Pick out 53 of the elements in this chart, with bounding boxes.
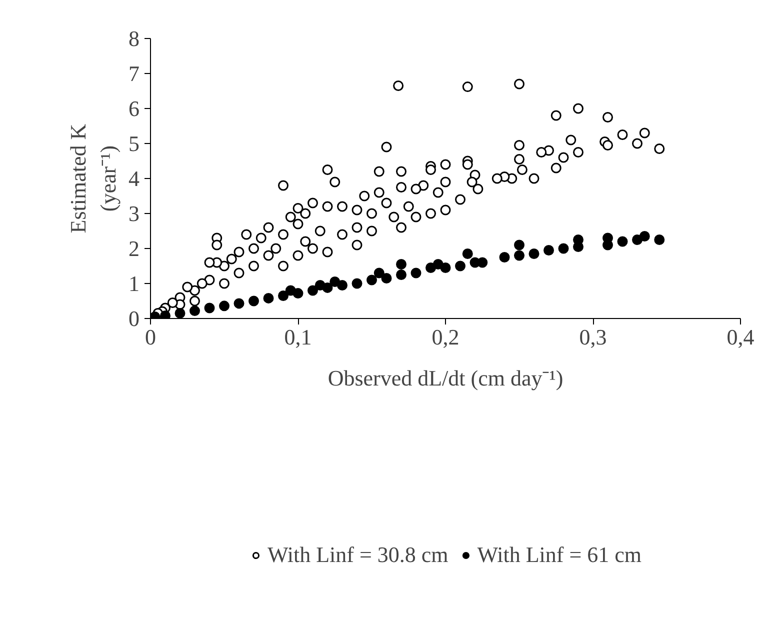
point — [514, 240, 524, 250]
point — [617, 236, 628, 247]
x-axis-title: Observed dL/dt (cm day⁻¹) — [328, 366, 564, 390]
point — [278, 290, 288, 301]
point — [263, 292, 274, 304]
point — [174, 308, 186, 318]
x-tick-label: 0,3 — [579, 324, 607, 350]
point — [440, 262, 451, 273]
point — [337, 280, 348, 290]
point — [544, 245, 554, 256]
y-tick-label: 4 — [128, 166, 140, 191]
point — [248, 296, 259, 306]
x-tick-label: 0,1 — [284, 324, 312, 350]
legend-label: With Linf = 30.8 cm — [267, 542, 448, 568]
point — [352, 278, 362, 289]
x-tick-label: 0 — [145, 324, 156, 350]
y-tick-label: 3 — [128, 201, 140, 226]
point — [514, 250, 524, 261]
point — [292, 288, 304, 299]
point — [396, 259, 406, 270]
point — [654, 234, 665, 245]
point — [190, 306, 200, 316]
point — [528, 248, 540, 259]
point — [639, 231, 650, 242]
point — [204, 302, 215, 314]
point — [396, 270, 406, 280]
point — [322, 282, 333, 293]
point — [632, 234, 642, 245]
point — [234, 298, 244, 309]
point — [308, 285, 318, 296]
point — [219, 300, 230, 312]
point — [573, 234, 584, 245]
point — [366, 274, 377, 286]
y-tick-label: 5 — [128, 131, 140, 156]
legend-label: With Linf = 61 cm — [477, 542, 642, 568]
x-tick-label: 0,2 — [432, 324, 460, 350]
point — [381, 273, 392, 284]
point — [462, 248, 473, 259]
y-tick-label: 0 — [128, 306, 140, 331]
point — [160, 310, 170, 318]
y-tick-label: 2 — [128, 236, 140, 261]
point — [558, 243, 569, 254]
y-tick-label: 1 — [128, 271, 140, 296]
y-tick-label: 7 — [128, 61, 140, 86]
point — [455, 260, 466, 272]
y-tick-label: 8 — [128, 26, 140, 51]
point — [477, 257, 488, 268]
point — [499, 252, 510, 262]
y-axis-title: Estimated K (year⁻¹) — [66, 124, 120, 234]
point — [410, 268, 422, 278]
y-tick-label: 6 — [128, 96, 140, 121]
x-tick-label: 0,4 — [726, 324, 754, 350]
point — [374, 268, 384, 278]
